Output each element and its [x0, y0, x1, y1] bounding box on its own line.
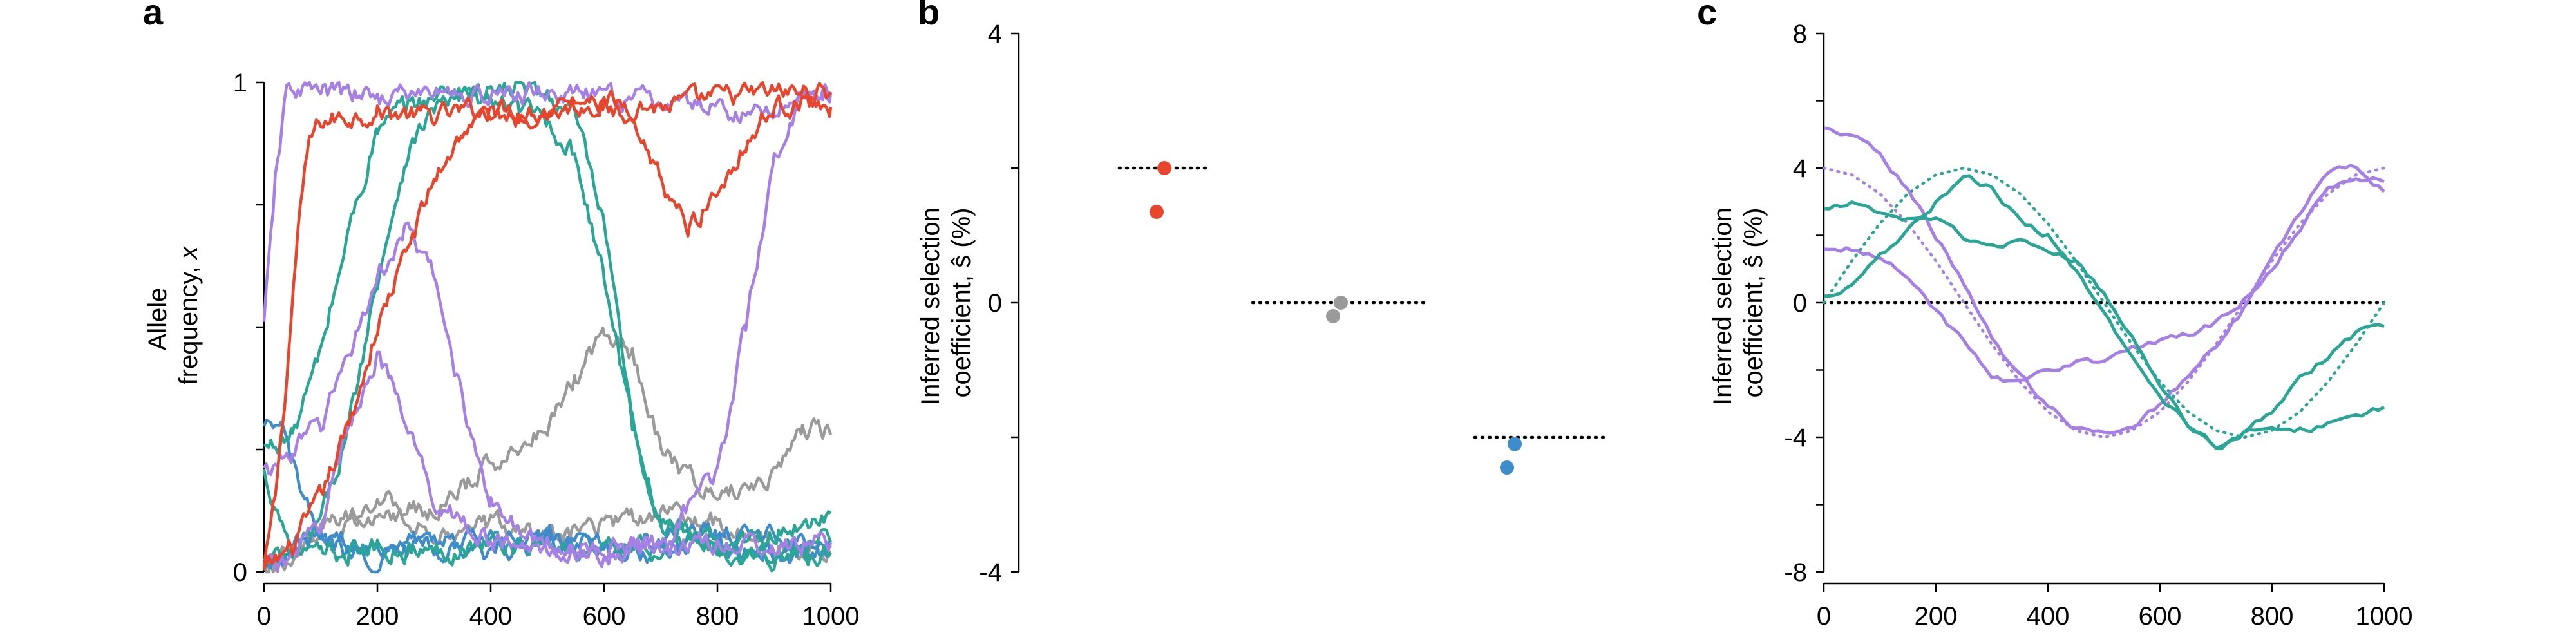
panel-c-letter: c [1697, 0, 1717, 32]
panel-b-point-blue [1500, 460, 1514, 475]
panel-c-x-tick-label: 200 [1915, 602, 1958, 630]
panel-c: c Inferred selection coefficient, ŝ (%) … [1697, 0, 2412, 630]
panel-a-x-tick-label: 1000 [802, 602, 860, 630]
panel-b-point-gray [1334, 296, 1348, 310]
panel-a-ylabel-line2-text: frequency, [175, 260, 203, 385]
panel-a-trajectory-purple [263, 87, 833, 573]
panel-a-x-tick-label: 400 [469, 602, 513, 630]
panel-b-axes: -4 0 4 [979, 20, 1020, 587]
panel-a-x-tick-label: 200 [356, 602, 399, 630]
panel-c-y-tick-label: 8 [1793, 20, 1807, 48]
panel-b-y-tick-label: 0 [988, 289, 1002, 317]
panel-c-inferred-curve-teal [1824, 174, 2385, 450]
panel-b-y-tick-label: -4 [979, 558, 1002, 587]
panel-c-ylabel-line2: coefficient, ŝ (%) [1739, 208, 1768, 398]
panel-a-ylabel-line2-var: x [175, 245, 203, 261]
panel-a-axes: 0 1 0 200 400 600 800 1000 [233, 69, 860, 630]
panel-a-trajectory-red [262, 93, 833, 570]
panel-a: a Allele frequency, x 0 1 0 200 400 600 800 100… [143, 0, 859, 630]
panel-c-inferred-curve-purple [1823, 176, 2385, 383]
panel-c-plot [1822, 126, 2386, 451]
panel-c-x-tick-label: 800 [2251, 602, 2294, 630]
panel-a-x-tick-label: 800 [696, 602, 739, 630]
panel-a-trajectory-teal [263, 85, 832, 573]
panel-c-axes: -8 -4 0 4 8 0 200 400 600 800 1000 [1784, 20, 2412, 630]
panel-a-trajectory-teal [263, 80, 833, 565]
panel-a-trajectory-gray [263, 327, 833, 574]
panel-b-letter: b [918, 0, 940, 32]
panel-a-ylabel-line1: Allele [144, 288, 172, 351]
panel-b-point-red [1150, 204, 1164, 219]
panel-b-ylabel-line1: Inferred selection [916, 207, 945, 405]
panel-b: b Inferred selection coefficient, ŝ (%) … [916, 0, 1609, 587]
panel-c-x-tick-label: 0 [1817, 602, 1831, 630]
panel-b-ylabel-line2: coefficient, ŝ (%) [947, 208, 976, 398]
panel-a-plot [262, 80, 833, 574]
panel-a-ylabel-line2: frequency, x [175, 245, 203, 385]
panel-a-y-tick-label: 0 [233, 558, 247, 587]
panel-b-y-tick-label: 4 [988, 20, 1002, 48]
panel-c-x-tick-label: 600 [2139, 602, 2182, 630]
panel-a-x-tick-label: 0 [257, 602, 271, 630]
panel-a-ylabel: Allele frequency, x [144, 245, 203, 385]
panel-c-y-tick-label: 0 [1793, 289, 1807, 317]
panel-c-ylabel: Inferred selection coefficient, ŝ (%) [1709, 200, 1768, 405]
panel-b-point-gray [1326, 308, 1340, 323]
panel-c-y-tick-label: 4 [1793, 155, 1807, 183]
panel-c-true-curve-teal [1822, 166, 2386, 439]
panel-b-point-blue [1508, 437, 1522, 451]
panel-c-y-tick-label: -8 [1784, 558, 1807, 587]
panel-b-plot [1117, 161, 1609, 475]
panel-c-x-tick-label: 1000 [2356, 602, 2413, 630]
panel-a-x-tick-label: 600 [583, 602, 626, 630]
panel-c-inferred-curve-teal [1823, 200, 2385, 451]
panel-c-x-tick-label: 400 [2027, 602, 2070, 630]
panel-a-letter: a [143, 0, 164, 32]
panel-c-true-curve-purple [1822, 166, 2386, 439]
panel-c-inferred-curve-purple [1823, 126, 2385, 435]
panel-a-trajectory-purple [263, 221, 833, 569]
panel-a-trajectory-purple [262, 80, 833, 322]
panel-a-y-tick-label: 1 [233, 69, 247, 97]
panel-c-y-tick-label: -4 [1784, 424, 1807, 452]
panel-c-ylabel-line1: Inferred selection [1709, 207, 1737, 405]
panel-b-point-red [1157, 161, 1171, 175]
panel-b-ylabel: Inferred selection coefficient, ŝ (%) [916, 200, 976, 405]
